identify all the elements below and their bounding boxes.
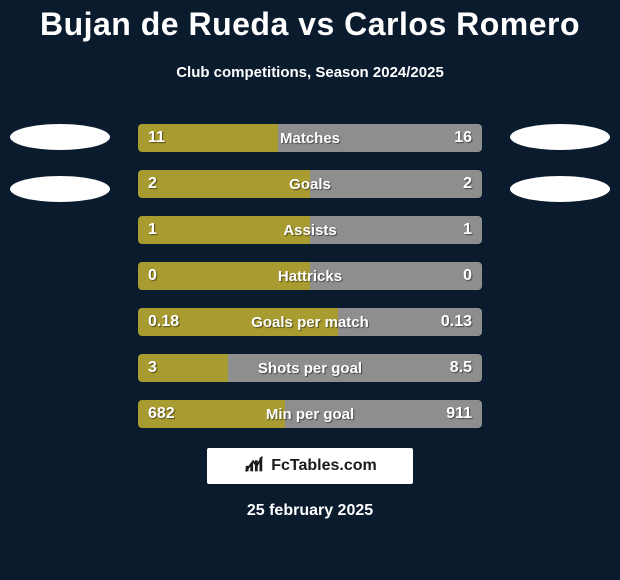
player1-avatar-1 xyxy=(10,124,110,150)
stat-row: 682911Min per goal xyxy=(138,400,482,428)
brand-text: FcTables.com xyxy=(271,457,377,475)
stat-value-left: 11 xyxy=(138,124,175,152)
stat-row: 38.5Shots per goal xyxy=(138,354,482,382)
stat-value-right: 8.5 xyxy=(440,354,482,382)
stat-value-right: 1 xyxy=(453,216,482,244)
stat-row: 22Goals xyxy=(138,170,482,198)
subtitle: Club competitions, Season 2024/2025 xyxy=(0,64,620,81)
stat-row: 0.180.13Goals per match xyxy=(138,308,482,336)
player1-name: Bujan de Rueda xyxy=(40,6,289,42)
player1-avatar-2 xyxy=(10,176,110,202)
stat-value-right: 911 xyxy=(436,400,482,428)
stat-value-left: 0 xyxy=(138,262,167,290)
date-text: 25 february 2025 xyxy=(0,502,620,520)
stat-value-right: 0 xyxy=(453,262,482,290)
stat-value-right: 16 xyxy=(444,124,482,152)
player2-name: Carlos Romero xyxy=(344,6,580,42)
page-title: Bujan de Rueda vs Carlos Romero xyxy=(0,6,620,43)
stat-value-left: 682 xyxy=(138,400,185,428)
comparison-infographic: Bujan de Rueda vs Carlos Romero Club com… xyxy=(0,0,620,580)
player2-avatar-col xyxy=(500,124,620,202)
stat-value-left: 1 xyxy=(138,216,167,244)
stat-row: 11Assists xyxy=(138,216,482,244)
stat-value-right: 2 xyxy=(453,170,482,198)
stat-row: 00Hattricks xyxy=(138,262,482,290)
player1-avatar-col xyxy=(0,124,120,202)
stat-value-right: 0.13 xyxy=(431,308,482,336)
stat-row: 1116Matches xyxy=(138,124,482,152)
stats-list: 1116Matches22Goals11Assists00Hattricks0.… xyxy=(138,124,482,428)
stat-value-left: 2 xyxy=(138,170,167,198)
bar-chart-icon xyxy=(243,453,265,480)
stat-value-left: 3 xyxy=(138,354,167,382)
brand-badge: FcTables.com xyxy=(205,446,415,486)
player2-avatar-1 xyxy=(510,124,610,150)
vs-separator: vs xyxy=(298,6,335,42)
player2-avatar-2 xyxy=(510,176,610,202)
stat-value-left: 0.18 xyxy=(138,308,189,336)
